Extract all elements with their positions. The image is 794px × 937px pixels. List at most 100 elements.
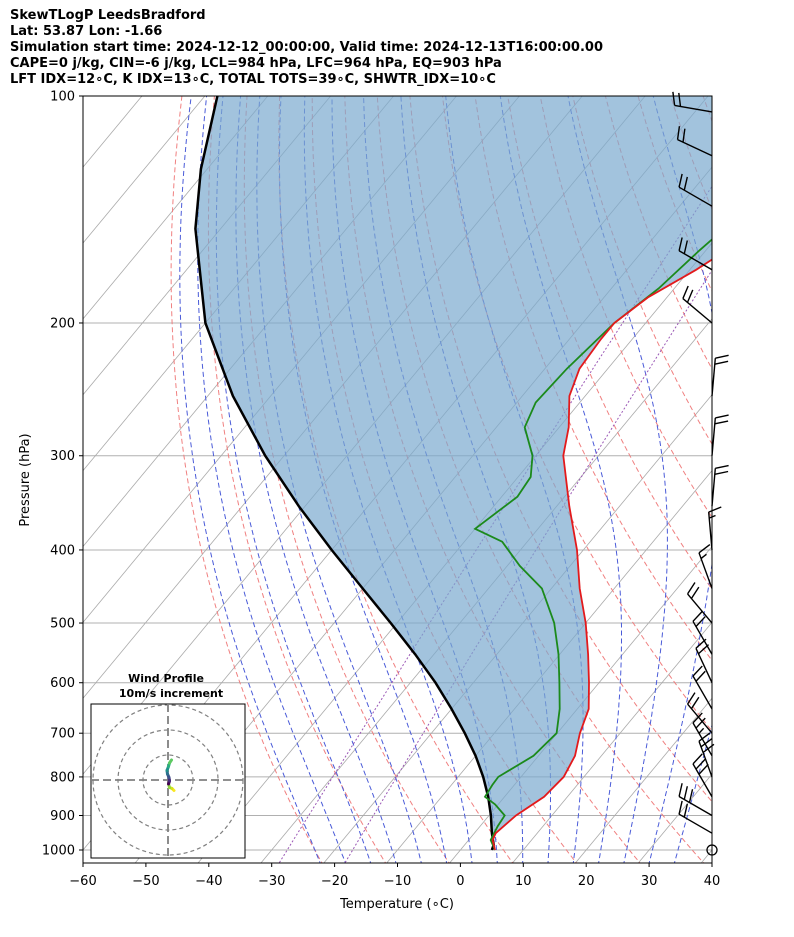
hodograph-plot (91, 704, 245, 858)
wind-barb (692, 753, 713, 798)
barb-staff (687, 593, 713, 624)
barb-feather (690, 586, 700, 599)
moist-adiabat (567, 96, 668, 863)
barb-feather (686, 289, 694, 303)
wind-barb (672, 91, 713, 113)
barb-feather (683, 786, 689, 800)
barb-feather (672, 91, 676, 106)
barb-staff (678, 186, 713, 207)
wind-profile-inset: Wind Profile 10m/s increment (90, 672, 246, 859)
barb-feather (678, 800, 683, 815)
barb-feather (682, 128, 686, 143)
barb-feather (714, 420, 729, 425)
barb-feather (678, 237, 683, 251)
wind-barb (692, 610, 713, 655)
wind-barb (695, 638, 713, 684)
moist-adiabat (215, 96, 372, 863)
barb-staff (678, 795, 713, 817)
barb-feather (678, 783, 683, 797)
cape-fill (195, 96, 712, 850)
barb-staff (677, 139, 713, 157)
barb-feather (708, 506, 722, 513)
barb-staff (692, 620, 713, 655)
isotherm (83, 96, 269, 320)
moist-adiabat (179, 96, 321, 863)
dry-adiabat (702, 96, 712, 123)
y-tick-label: 800 (50, 770, 75, 785)
barb-feather (678, 92, 682, 107)
y-axis-label: Pressure (hPa) (18, 433, 33, 526)
station-location: Lat: 53.87 Lon: -1.66 (10, 24, 163, 39)
moist-adiabat (197, 96, 346, 863)
dry-adiabat (207, 96, 387, 863)
x-tick-label: −40 (195, 874, 222, 889)
barb-staff (687, 703, 713, 734)
dry-adiabat (768, 96, 794, 866)
barb-feather (686, 582, 696, 595)
isotherm (260, 318, 712, 863)
x-tick-label: 40 (704, 874, 721, 889)
barb-staff (698, 740, 713, 778)
barb-feather (695, 670, 706, 682)
barb-feather (714, 360, 729, 365)
barb-feather (692, 610, 703, 622)
inset-title: Wind Profile (128, 672, 204, 685)
wind-barb (707, 506, 722, 551)
barb-feather (698, 763, 709, 775)
barb-staff (692, 763, 713, 798)
y-tick-label: 600 (50, 676, 75, 691)
barb-staff (692, 722, 713, 757)
wind-barb (678, 173, 713, 207)
x-tick-label: −30 (258, 874, 285, 889)
barb-feather (715, 414, 729, 419)
chart-header: SkewTLogP LeedsBradford Lat: 53.87 Lon: … (10, 8, 603, 88)
wind-barb (711, 354, 729, 397)
wind-barb (711, 414, 729, 456)
dry-adiabat (170, 96, 323, 863)
x-tick-label: −10 (384, 874, 411, 889)
dry-adiabat (572, 96, 712, 445)
y-tick-label: 400 (50, 543, 75, 558)
wind-barb (682, 285, 713, 324)
barb-staff (674, 104, 713, 113)
barb-feather (683, 176, 689, 191)
barb-feather (698, 544, 711, 554)
isotherm (83, 96, 206, 244)
barb-feather (698, 732, 711, 742)
barb-staff (678, 250, 713, 271)
barb-staff (678, 813, 713, 834)
barb-feather (676, 126, 681, 140)
barb-feather (682, 285, 689, 299)
cape-cin-area (195, 96, 712, 850)
barb-staff (692, 675, 713, 710)
x-tick-label: 0 (456, 874, 464, 889)
dry-adiabat (507, 96, 712, 591)
barb-feather (686, 692, 696, 705)
barb-feather (695, 758, 706, 770)
barb-staff (711, 358, 717, 397)
y-tick-label: 1000 (42, 844, 75, 859)
stability-indices-2: LFT IDX=12∘C, K IDX=13∘C, TOTAL TOTS=39∘… (10, 72, 496, 87)
wind-barb (678, 237, 713, 271)
wind-barb (686, 692, 713, 734)
x-tick-label: 30 (641, 874, 658, 889)
mixing-ratio-line (278, 185, 712, 863)
barb-feather (700, 738, 713, 748)
barb-half-feather (698, 727, 705, 734)
wind-barb (692, 712, 713, 757)
y-tick-label: 300 (50, 449, 75, 464)
barb-feather (695, 616, 706, 627)
barb-feather (715, 354, 729, 359)
moist-adiabat (499, 96, 622, 863)
isotherm (0, 96, 79, 866)
y-tick-label: 200 (50, 316, 75, 331)
x-tick-label: 20 (578, 874, 595, 889)
barb-feather (683, 803, 689, 818)
isotherm (323, 394, 712, 863)
wind-barb (686, 582, 713, 624)
y-tick-label: 100 (50, 90, 75, 105)
wind-barb (676, 126, 713, 157)
stability-indices-1: CAPE=0 j/kg, CIN=-6 j/kg, LCL=984 hPa, L… (10, 56, 502, 71)
barb-feather (692, 753, 703, 765)
barb-feather (692, 665, 703, 677)
